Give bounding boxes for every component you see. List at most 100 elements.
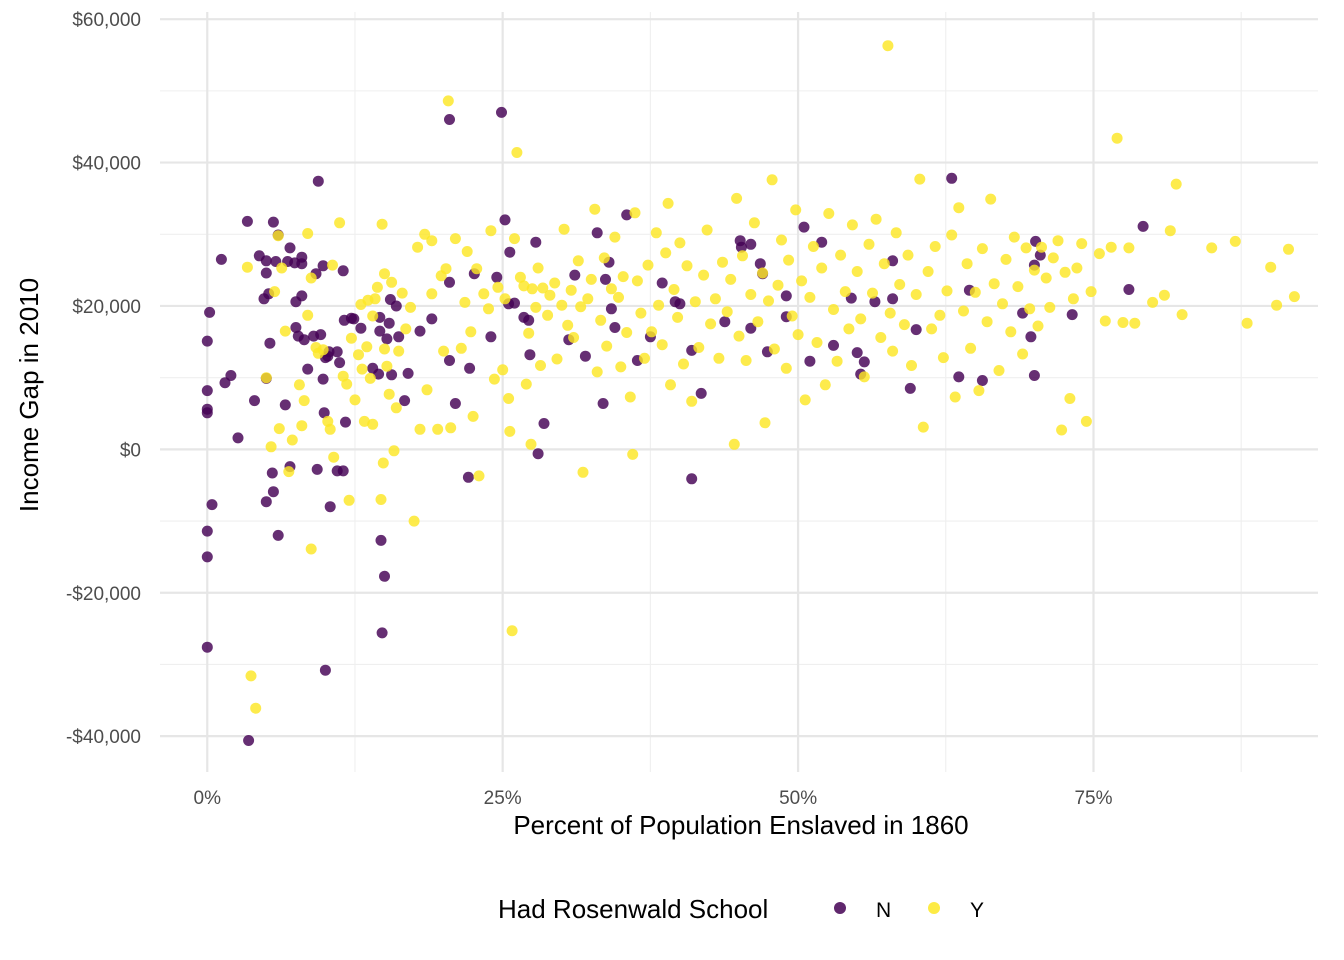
data-point-y: [467, 410, 479, 422]
data-point-y: [492, 281, 504, 293]
data-point-n: [201, 641, 213, 653]
data-points: [201, 40, 1300, 746]
data-point-y: [412, 241, 424, 253]
data-point-y: [400, 323, 412, 335]
data-point-y: [455, 342, 467, 354]
data-point-y: [1123, 242, 1135, 254]
data-point-n: [780, 290, 792, 302]
data-point-y: [650, 227, 662, 239]
data-point-y: [969, 286, 981, 298]
data-point-y: [621, 327, 633, 338]
data-point-y: [381, 360, 393, 372]
data-point-y: [941, 285, 953, 297]
data-point-y: [302, 309, 314, 321]
data-point-y: [674, 237, 686, 249]
data-point-y: [1076, 238, 1088, 250]
data-point-y: [624, 391, 636, 403]
data-point-y: [937, 352, 949, 364]
data-point-n: [1137, 220, 1149, 232]
data-point-y: [642, 259, 654, 271]
data-point-n: [444, 276, 455, 288]
data-point-n: [379, 570, 390, 582]
data-point-y: [530, 301, 542, 313]
data-point-n: [201, 551, 213, 563]
data-point-n: [745, 238, 757, 250]
data-point-n: [532, 448, 544, 460]
data-point-y: [504, 425, 516, 437]
data-point-y: [426, 288, 438, 300]
data-point-y: [759, 417, 771, 429]
data-point-y: [388, 445, 400, 457]
data-point-n: [267, 216, 279, 228]
data-point-y: [875, 332, 887, 343]
data-point-y: [870, 213, 882, 225]
data-point-y: [575, 301, 587, 313]
data-point-y: [701, 224, 713, 236]
data-point-y: [976, 243, 988, 255]
data-point-y: [615, 361, 627, 373]
data-point-y: [1176, 309, 1188, 321]
data-point-y: [766, 174, 778, 186]
data-point-y: [298, 395, 310, 407]
data-point-y: [1085, 286, 1097, 298]
data-point-y: [929, 241, 941, 252]
data-point-n: [376, 627, 388, 639]
data-point-y: [855, 313, 867, 325]
data-point-y: [1000, 253, 1012, 265]
y-tick-label: $60,000: [72, 10, 141, 31]
data-point-y: [293, 379, 305, 391]
data-point-y: [551, 353, 563, 365]
data-point-y: [241, 261, 253, 273]
data-point-n: [735, 241, 747, 253]
legend-key-n: [834, 902, 846, 914]
data-point-n: [315, 329, 327, 341]
data-point-y: [272, 230, 284, 242]
data-point-n: [355, 322, 367, 334]
data-point-y: [693, 342, 705, 353]
data-point-y: [565, 284, 577, 296]
data-point-n: [383, 317, 395, 329]
data-point-y: [1064, 393, 1076, 404]
data-point-y: [867, 287, 878, 299]
data-point-y: [668, 284, 680, 295]
data-point-n: [869, 296, 881, 308]
data-point-y: [371, 281, 383, 293]
data-point-y: [737, 250, 748, 262]
data-point-y: [421, 384, 433, 396]
data-point-n: [499, 214, 511, 226]
data-point-y: [917, 421, 929, 433]
data-point-y: [705, 318, 717, 330]
data-point-y: [1164, 225, 1176, 237]
data-point-n: [530, 236, 542, 248]
data-point-n: [798, 221, 810, 233]
data-point-n: [491, 271, 503, 283]
data-point-n: [204, 306, 216, 318]
data-point-n: [485, 331, 497, 343]
data-point-n: [260, 255, 272, 267]
data-point-y: [681, 260, 693, 272]
x-tick-label: 25%: [484, 788, 522, 809]
data-point-y: [609, 231, 621, 243]
data-point-y: [646, 326, 658, 338]
data-point-y: [598, 252, 610, 264]
data-point-y: [902, 249, 914, 261]
data-point-y: [1005, 326, 1017, 338]
data-point-y: [582, 293, 594, 305]
data-point-n: [386, 369, 398, 381]
data-point-y: [305, 272, 317, 284]
data-point-y: [269, 286, 281, 298]
data-point-n: [597, 398, 609, 409]
data-point-y: [926, 323, 938, 335]
data-point-n: [272, 529, 284, 541]
data-point-n: [887, 255, 899, 267]
data-point-y: [1265, 261, 1277, 273]
data-point-y: [878, 258, 890, 270]
data-point-y: [562, 319, 574, 331]
data-point-y: [653, 299, 665, 311]
data-point-n: [374, 325, 386, 337]
data-point-n: [524, 349, 536, 361]
data-point-y: [898, 319, 910, 331]
data-point-n: [348, 313, 360, 325]
data-point-y: [1271, 299, 1283, 311]
data-point-n: [279, 399, 291, 411]
